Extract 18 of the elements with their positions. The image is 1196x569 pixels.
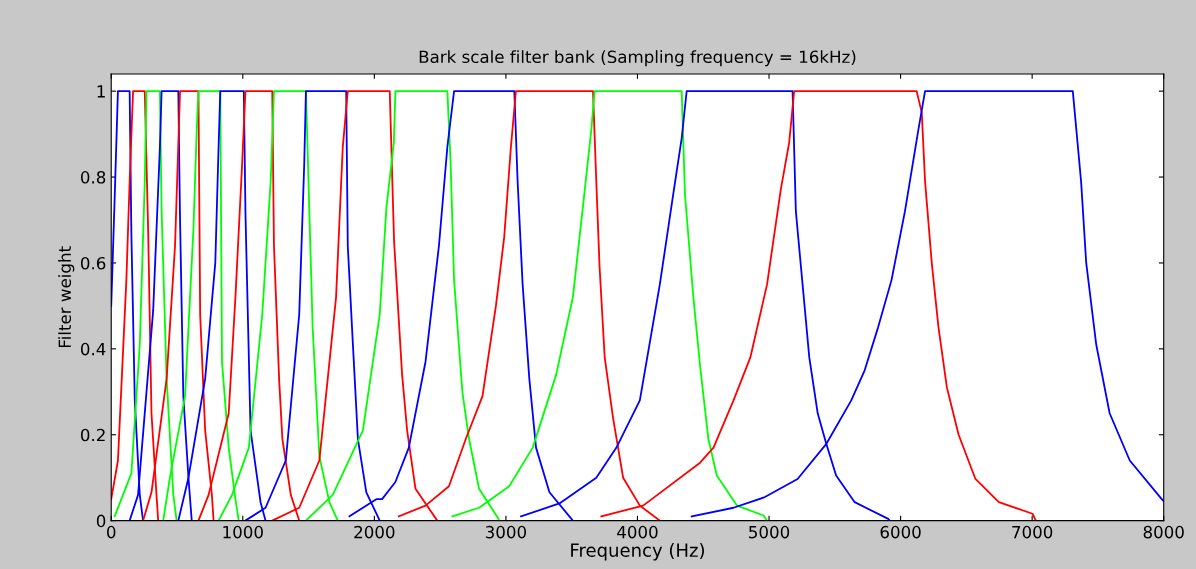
x-tick-label: 5000: [749, 525, 790, 539]
x-tick-label: 3000: [485, 525, 527, 539]
chart-title: Bark scale filter bank (Sampling frequency = 16kHz): [419, 50, 856, 67]
x-axis-title: Frequency (Hz): [571, 543, 704, 561]
x-tick-label: 4000: [617, 525, 658, 539]
y-tick-label: 0.4: [80, 342, 106, 356]
x-tick-label: 7000: [1012, 525, 1053, 539]
y-tick-label: 0: [96, 514, 106, 528]
x-tick-label: 2000: [354, 525, 395, 539]
y-tick-label: 0.6: [80, 256, 106, 270]
y-tick-label: 1: [97, 85, 105, 98]
x-tick-label: 1000: [223, 525, 263, 539]
y-tick-label: 0.8: [80, 171, 106, 184]
y-axis-title: Filter weight: [58, 246, 75, 348]
x-tick-label: 8000: [1143, 525, 1184, 539]
x-tick-label: 6000: [880, 525, 921, 539]
x-tick-label: 0: [107, 525, 116, 539]
y-tick-label: 0.2: [80, 428, 105, 442]
